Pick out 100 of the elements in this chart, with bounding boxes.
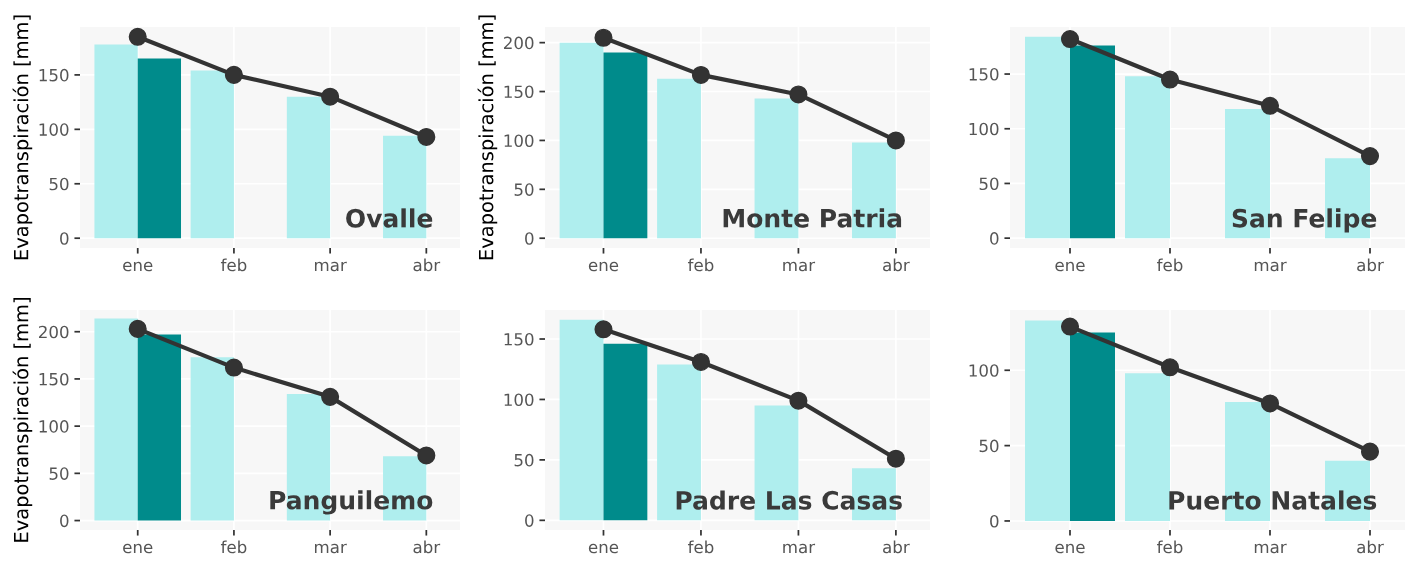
bar [1125, 76, 1170, 239]
x-tick-label: mar [314, 543, 347, 554]
y-tick-label: 0 [990, 514, 999, 528]
y-tick-label: 50 [979, 439, 999, 453]
y-tick-label: 100 [39, 123, 69, 136]
x-tick-label: mar [1254, 261, 1287, 272]
point [594, 28, 613, 47]
point [321, 387, 340, 406]
point [224, 65, 243, 84]
y-axis-title: Evapotranspiración [mm] [477, 15, 498, 260]
y-tick-label: 150 [39, 68, 69, 82]
bar [137, 334, 182, 521]
x-tick-label: mar [314, 261, 347, 272]
bar [1125, 373, 1170, 521]
point [886, 449, 905, 468]
x-tick-label: feb [687, 540, 714, 554]
annotation: Padre Las Casas [676, 490, 902, 510]
y-tick-label: 50 [979, 177, 999, 191]
y-axis-title: Evapotranspiración [mm] [12, 298, 33, 542]
bar [559, 319, 604, 521]
x-tick-label: ene [588, 261, 619, 272]
point [321, 87, 340, 106]
y-tick-label: 150 [969, 68, 999, 81]
point [1060, 317, 1080, 336]
x-tick-label: ene [123, 543, 153, 554]
annotation: San Felipe [1232, 208, 1377, 233]
point [1060, 30, 1080, 49]
annotation: Monte Patria [723, 208, 902, 228]
point [789, 391, 808, 410]
y-tick-label: 100 [504, 393, 534, 407]
x-tick-label: feb [220, 540, 247, 554]
y-tick-label: 100 [504, 134, 534, 147]
y-tick-label: 0 [60, 514, 69, 528]
x-tick-label: abr [883, 258, 910, 272]
x-tick-label: abr [413, 258, 441, 272]
bar [94, 318, 138, 521]
bar [1070, 45, 1115, 239]
point [1360, 147, 1380, 166]
y-tick-label: 200 [503, 36, 534, 50]
bar [657, 78, 701, 239]
bar [559, 42, 604, 239]
point [417, 446, 436, 465]
annotation: Puerto Natales [1169, 490, 1377, 510]
x-tick-label: abr [413, 540, 441, 554]
point [224, 358, 243, 377]
point [417, 127, 436, 146]
x-tick-label: ene [123, 261, 153, 272]
x-tick-label: ene [588, 543, 619, 554]
bar [286, 96, 331, 239]
point [1160, 70, 1180, 89]
y-tick-label: 50 [514, 453, 534, 467]
y-tick-label: 150 [504, 332, 534, 346]
point [789, 85, 808, 104]
y-tick-label: 50 [49, 177, 69, 191]
x-tick-label: feb [220, 258, 247, 272]
y-tick-label: 50 [514, 183, 534, 196]
y-tick-label: 100 [969, 122, 999, 136]
y-tick-label: 0 [525, 514, 534, 527]
bar [1025, 320, 1070, 521]
point [128, 319, 147, 338]
point [1260, 394, 1280, 413]
point [886, 131, 905, 150]
point [1360, 442, 1380, 461]
bar [190, 357, 234, 521]
y-axis-title: Evapotranspiración [mm] [12, 15, 33, 260]
annotation: Ovalle [346, 208, 433, 228]
bar [603, 52, 648, 239]
point [691, 352, 710, 372]
y-tick-label: 0 [525, 232, 534, 245]
x-tick-label: abr [883, 540, 910, 554]
x-tick-label: ene [1055, 543, 1085, 554]
y-tick-label: 150 [39, 372, 69, 386]
x-tick-label: abr [1357, 258, 1384, 272]
bar [137, 58, 182, 239]
y-tick-label: 100 [39, 420, 69, 433]
point [594, 320, 613, 339]
point [1260, 96, 1280, 115]
x-tick-label: abr [1357, 540, 1384, 554]
y-tick-label: 150 [504, 85, 534, 99]
y-tick-label: 0 [60, 232, 69, 245]
y-tick-label: 100 [969, 364, 999, 377]
annotation: Panguilemo [270, 490, 433, 515]
x-tick-label: feb [1157, 258, 1183, 272]
bar [603, 343, 648, 521]
x-tick-label: feb [687, 258, 714, 272]
y-tick-label: 50 [49, 467, 69, 480]
bar [94, 44, 138, 239]
y-tick-label: 0 [990, 232, 999, 245]
x-tick-label: mar [1254, 543, 1287, 554]
point [1160, 358, 1180, 377]
x-tick-label: feb [1157, 540, 1183, 554]
point [128, 27, 147, 46]
bar [190, 70, 234, 239]
x-tick-label: mar [783, 543, 816, 554]
bar [1070, 332, 1115, 521]
point [691, 65, 710, 84]
x-tick-label: mar [783, 261, 816, 272]
x-tick-label: ene [1055, 261, 1085, 272]
y-tick-label: 200 [38, 325, 69, 339]
bar [1025, 36, 1070, 239]
